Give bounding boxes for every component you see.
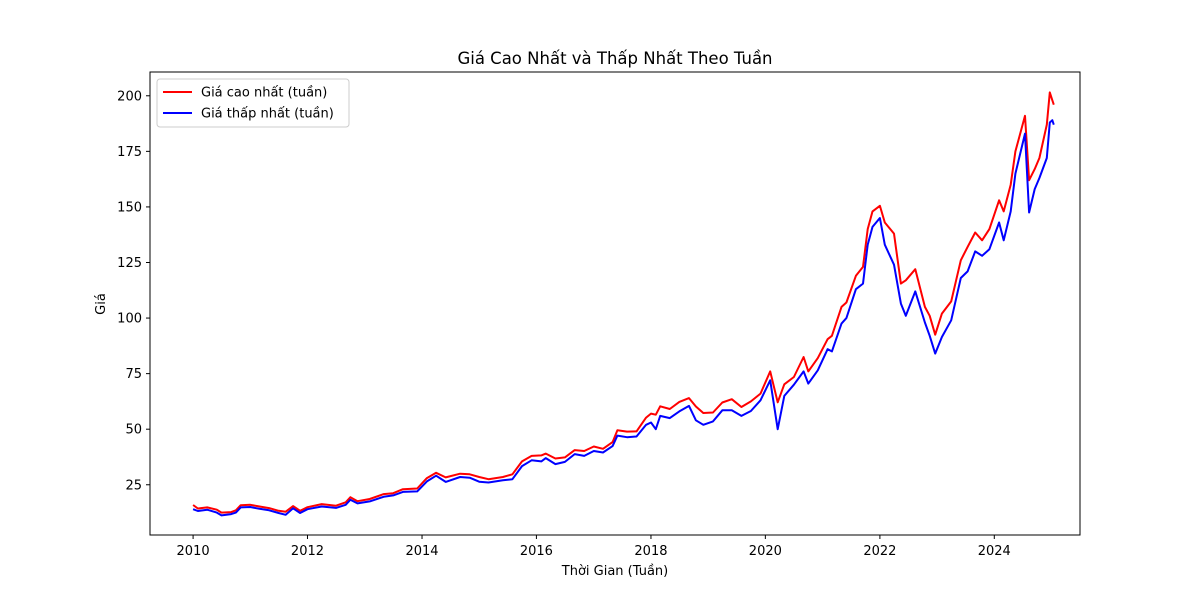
x-tick-label: 2010: [177, 544, 210, 559]
y-tick-label: 125: [117, 256, 142, 271]
x-tick-label: 2012: [291, 544, 324, 559]
series-line-low: [192, 119, 1055, 517]
x-tick-label: 2020: [749, 544, 782, 559]
x-tick-label: 2016: [520, 544, 553, 559]
y-tick-label: 150: [117, 200, 142, 215]
y-axis: 25 50 75 100 125 150 175 200: [117, 89, 150, 493]
legend-box: [156, 78, 350, 128]
y-tick-label: 75: [125, 367, 142, 382]
y-tick-label: 50: [125, 423, 142, 438]
y-axis-label: Giá: [94, 293, 109, 315]
plot-area-frame: [149, 71, 1081, 536]
series-line-high: [192, 91, 1055, 514]
y-tick-label: 175: [117, 145, 142, 160]
x-tick-label: 2024: [978, 544, 1011, 559]
x-axis: 2010 2012 2014 2016 2018 2020 2022 2024: [177, 535, 1011, 559]
y-tick-label: 200: [117, 89, 142, 104]
series-lines: [192, 91, 1055, 517]
x-tick-label: 2022: [863, 544, 896, 559]
chart-title: Giá Cao Nhất và Thấp Nhất Theo Tuần: [457, 49, 772, 68]
y-tick-label: 100: [117, 312, 142, 327]
x-tick-label: 2018: [634, 544, 667, 559]
y-tick-label: 25: [125, 478, 142, 493]
legend: Giá cao nhất (tuần) Giá thấp nhất (tuần): [156, 78, 350, 128]
x-tick-label: 2014: [405, 544, 438, 559]
x-axis-label: Thời Gian (Tuần): [561, 564, 668, 579]
legend-label-high: Giá cao nhất (tuần): [201, 86, 327, 101]
legend-label-low: Giá thấp nhất (tuần): [201, 107, 334, 122]
